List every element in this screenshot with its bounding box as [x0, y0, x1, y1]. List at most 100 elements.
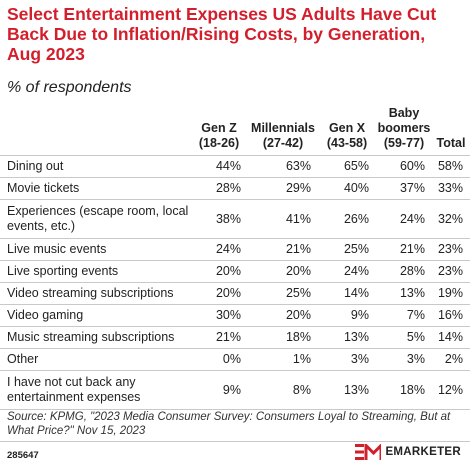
table-cell: 9% [350, 308, 369, 322]
table-row: Experiences (escape room, local events, … [0, 199, 470, 238]
table-cell: 2% [444, 352, 463, 366]
row-label: Movie tickets [7, 180, 80, 195]
table-cell: 8% [292, 382, 311, 397]
table-cell: 7% [406, 308, 425, 322]
column-header-range: (27-42) [262, 135, 304, 150]
table-cell: 14% [437, 330, 463, 344]
table-cell: 3% [350, 352, 369, 366]
table-cell: 25% [343, 242, 369, 256]
header-row: Gen Z (18-26) Millennials (27-42) Gen X … [0, 105, 470, 155]
chart-id: 285647 [7, 450, 39, 461]
column-header: Total [432, 105, 470, 155]
table-row: Other 0% 1% 3% 3% 2% [0, 348, 470, 370]
table-row: Live sporting events 20% 20% 24% 28% 23% [0, 260, 470, 282]
column-header-name: Gen X [328, 120, 366, 135]
table-row: Movie tickets 28% 29% 40% 37% 33% [0, 177, 470, 199]
table-cell: 24% [343, 264, 369, 278]
table-row: Live music events 24% 21% 25% 21% 23% [0, 238, 470, 260]
table-cell: 26% [343, 211, 369, 226]
row-label: Live sporting events [7, 263, 119, 278]
table-cell: 14% [343, 286, 369, 300]
table-cell: 20% [215, 286, 241, 300]
row-label: Video gaming [7, 307, 84, 322]
table-cell: 58% [437, 159, 463, 173]
source-note: Source: KPMG, "2023 Media Consumer Surve… [7, 411, 451, 437]
row-label: Experiences (escape room, local events, … [7, 203, 189, 233]
emarketer-logo: EMARKETER [355, 444, 461, 460]
row-label: I have not cut back any entertainment ex… [7, 374, 141, 404]
column-header-name: Gen Z [201, 120, 237, 135]
table-cell: 19% [437, 286, 463, 300]
table-cell: 60% [399, 159, 425, 173]
column-header-range: (18-26) [198, 135, 240, 150]
table-cell: 18% [285, 330, 311, 344]
table-row: Video streaming subscriptions 20% 25% 14… [0, 282, 470, 304]
data-table: Gen Z (18-26) Millennials (27-42) Gen X … [0, 105, 470, 410]
table-cell: 28% [399, 264, 425, 278]
table-cell: 33% [437, 181, 463, 195]
table-cell: 21% [399, 242, 425, 256]
table-cell: 21% [215, 330, 241, 344]
column-header: Gen X (43-58) [318, 105, 376, 155]
table-cell: 25% [285, 286, 311, 300]
table-cell: 32% [437, 211, 463, 226]
row-label: Music streaming subscriptions [7, 329, 175, 344]
table-cell: 23% [437, 242, 463, 256]
row-label: Dining out [7, 158, 64, 173]
table-cell: 13% [399, 286, 425, 300]
logo-bar [355, 457, 365, 460]
table-cell: 20% [285, 308, 311, 322]
table-cell: 40% [343, 181, 369, 195]
table-cell: 13% [343, 330, 369, 344]
logo-bar [355, 450, 365, 454]
table-row: Music streaming subscriptions 21% 18% 13… [0, 326, 470, 348]
table-row: Dining out 44% 63% 65% 60% 58% [0, 155, 470, 177]
table-cell: 9% [222, 382, 241, 397]
row-label: Live music events [7, 241, 107, 256]
table-cell: 30% [215, 308, 241, 322]
table-cell: 37% [399, 181, 425, 195]
table-cell: 44% [215, 159, 241, 173]
footer-divider [0, 441, 470, 442]
table-cell: 38% [215, 211, 241, 226]
table-cell: 23% [437, 264, 463, 278]
table-cell: 20% [215, 264, 241, 278]
table-cell: 5% [406, 330, 425, 344]
chart-subtitle: % of respondents [7, 79, 132, 96]
table-cell: 65% [343, 159, 369, 173]
column-header: Millennials (27-42) [248, 105, 318, 155]
column-header-name: Baby boomers [377, 105, 431, 135]
table-cell: 18% [399, 382, 425, 397]
logo-bar [355, 444, 365, 447]
logo-m-stroke [364, 444, 382, 460]
column-header: Baby boomers (59-77) [376, 105, 432, 155]
table-cell: 16% [437, 308, 463, 322]
table-cell: 29% [285, 181, 311, 195]
row-label: Video streaming subscriptions [7, 285, 174, 300]
column-header-name: Millennials [251, 120, 315, 135]
column-header-range: (43-58) [326, 135, 368, 150]
data-table-container: Gen Z (18-26) Millennials (27-42) Gen X … [0, 105, 470, 410]
table-cell: 12% [437, 382, 463, 397]
table-cell: 13% [343, 382, 369, 397]
table-row: I have not cut back any entertainment ex… [0, 370, 470, 409]
brand-name: EMARKETER [385, 446, 461, 458]
table-cell: 28% [215, 181, 241, 195]
table-cell: 1% [292, 352, 311, 366]
column-header-range: (59-77) [383, 135, 425, 150]
table-cell: 21% [285, 242, 311, 256]
chart-title: Select Entertainment Expenses US Adults … [7, 4, 437, 64]
table-cell: 24% [399, 211, 425, 226]
table-cell: 63% [285, 159, 311, 173]
em-logo-icon [355, 444, 382, 460]
row-label: Other [7, 351, 39, 366]
table-cell: 24% [215, 242, 241, 256]
table-cell: 3% [406, 352, 425, 366]
column-header-name: Total [436, 135, 466, 150]
header-spacer [0, 105, 190, 155]
table-cell: 20% [285, 264, 311, 278]
table-cell: 0% [222, 352, 241, 366]
table-cell: 41% [285, 211, 311, 226]
table-row: Video gaming 30% 20% 9% 7% 16% [0, 304, 470, 326]
table-body: Dining out 44% 63% 65% 60% 58% Movie tic… [0, 155, 470, 409]
